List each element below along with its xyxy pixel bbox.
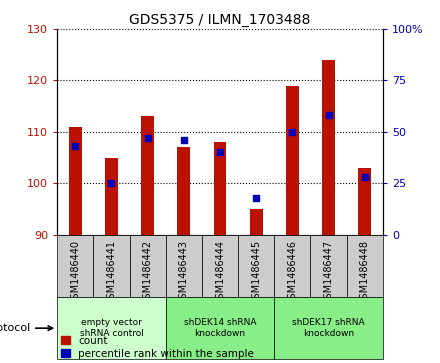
Text: shDEK17 shRNA
knockdown: shDEK17 shRNA knockdown bbox=[292, 318, 365, 338]
Point bbox=[144, 135, 151, 141]
Text: GSM1486442: GSM1486442 bbox=[143, 240, 153, 305]
Bar bbox=[359, 168, 371, 234]
Text: GSM1486445: GSM1486445 bbox=[251, 240, 261, 305]
Point bbox=[72, 143, 79, 149]
FancyBboxPatch shape bbox=[93, 234, 129, 297]
Text: protocol: protocol bbox=[0, 323, 52, 333]
Point bbox=[289, 129, 296, 135]
FancyBboxPatch shape bbox=[166, 234, 202, 297]
Text: shDEK14 shRNA
knockdown: shDEK14 shRNA knockdown bbox=[184, 318, 256, 338]
Bar bbox=[141, 117, 154, 234]
FancyBboxPatch shape bbox=[274, 297, 383, 359]
Text: GSM1486447: GSM1486447 bbox=[323, 240, 334, 305]
Text: GSM1486443: GSM1486443 bbox=[179, 240, 189, 305]
FancyBboxPatch shape bbox=[238, 234, 274, 297]
Text: GSM1486440: GSM1486440 bbox=[70, 240, 80, 305]
FancyBboxPatch shape bbox=[347, 234, 383, 297]
Bar bbox=[177, 147, 190, 234]
Point bbox=[108, 180, 115, 186]
Point bbox=[180, 137, 187, 143]
Text: empty vector
shRNA control: empty vector shRNA control bbox=[80, 318, 143, 338]
Bar bbox=[214, 142, 226, 234]
FancyBboxPatch shape bbox=[166, 297, 274, 359]
Title: GDS5375 / ILMN_1703488: GDS5375 / ILMN_1703488 bbox=[129, 13, 311, 26]
FancyBboxPatch shape bbox=[202, 234, 238, 297]
FancyBboxPatch shape bbox=[57, 297, 166, 359]
Point bbox=[325, 113, 332, 118]
Bar bbox=[250, 209, 263, 234]
Bar bbox=[105, 158, 118, 234]
Point bbox=[253, 195, 260, 200]
Text: GSM1486444: GSM1486444 bbox=[215, 240, 225, 305]
Point bbox=[216, 150, 224, 155]
Bar bbox=[69, 127, 82, 234]
FancyBboxPatch shape bbox=[129, 234, 166, 297]
FancyBboxPatch shape bbox=[57, 234, 93, 297]
Bar bbox=[322, 60, 335, 234]
Point bbox=[361, 174, 368, 180]
Text: GSM1486446: GSM1486446 bbox=[287, 240, 297, 305]
FancyBboxPatch shape bbox=[274, 234, 311, 297]
Text: GSM1486441: GSM1486441 bbox=[106, 240, 117, 305]
FancyBboxPatch shape bbox=[311, 234, 347, 297]
Bar bbox=[286, 86, 299, 234]
Legend: count, percentile rank within the sample: count, percentile rank within the sample bbox=[57, 331, 258, 363]
Text: GSM1486448: GSM1486448 bbox=[360, 240, 370, 305]
